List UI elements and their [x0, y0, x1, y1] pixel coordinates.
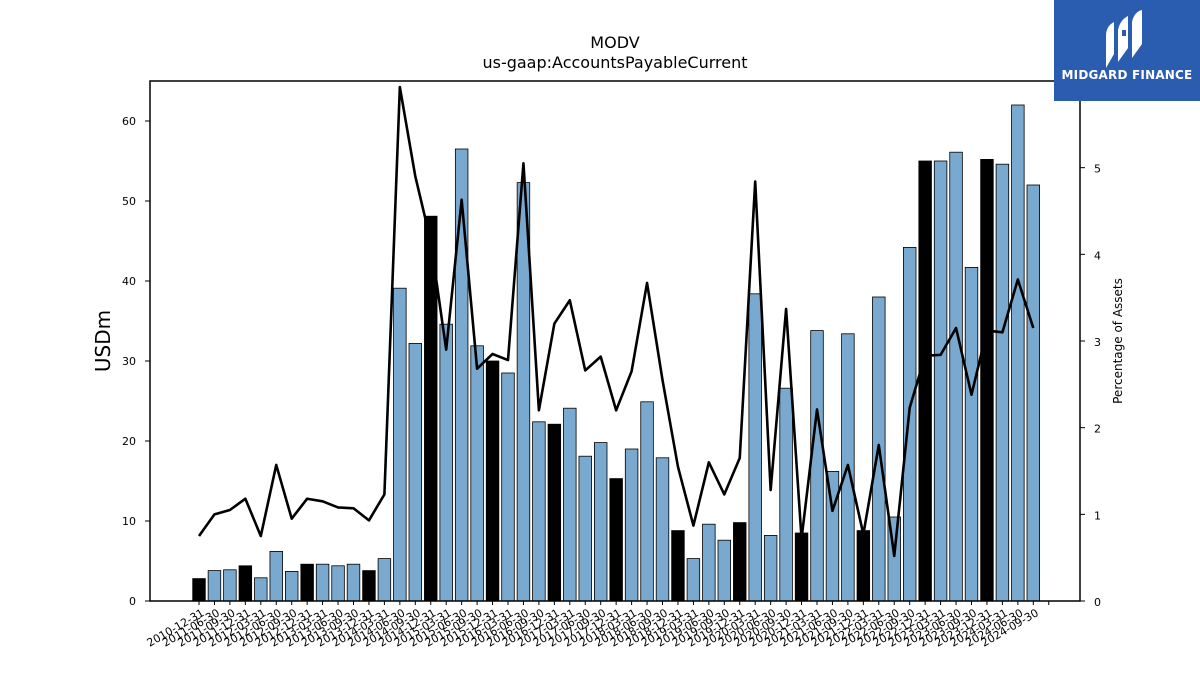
bar-2015-12-31 — [501, 372, 515, 602]
bar-2017-03-31 — [578, 455, 592, 602]
y2-axis-label: Percentage of Assets — [1111, 278, 1125, 404]
bar-2012-06-30 — [284, 571, 299, 602]
bar-2018-03-31 — [640, 401, 654, 602]
bar-2017-12-31 — [624, 448, 639, 602]
bar-2010-12-31 — [192, 578, 206, 602]
bar-2013-06-30 — [346, 563, 361, 602]
bar-2023-09-30 — [980, 158, 994, 602]
bar-2024-06-30 — [1026, 184, 1041, 602]
midgard-m-logo-icon — [1106, 10, 1142, 68]
bar-2016-12-31 — [563, 407, 577, 602]
y2-tick-label: 5 — [1094, 163, 1101, 176]
y-tick-label: 60 — [122, 115, 136, 128]
y-tick-label: 50 — [122, 195, 136, 208]
bar-2022-09-30 — [918, 160, 932, 602]
bar-2015-03-31 — [454, 148, 469, 602]
bar-2020-06-30 — [779, 387, 793, 602]
bar-2019-12-31 — [748, 293, 762, 602]
bar-2019-03-31 — [702, 523, 716, 602]
bar-2019-06-30 — [717, 539, 732, 602]
bar-2018-12-31 — [686, 558, 701, 602]
bar-2022-06-30 — [903, 246, 917, 602]
bar-2012-09-30 — [300, 563, 314, 602]
y-axis-left: 0 10 20 30 40 50 60 — [122, 115, 150, 608]
line-layer — [197, 85, 1035, 558]
bars-layer — [192, 104, 1041, 602]
y-tick-label: 20 — [122, 435, 136, 448]
bar-2012-12-31 — [315, 563, 330, 602]
y-axis-label: USDm — [91, 310, 115, 372]
bar-2016-06-30 — [532, 421, 546, 602]
bar-2020-09-30 — [794, 532, 809, 602]
bar-2020-12-31 — [810, 330, 824, 602]
y2-tick-label: 1 — [1094, 509, 1101, 522]
y-tick-label: 0 — [129, 595, 136, 608]
bar-2017-06-30 — [594, 442, 608, 602]
percentage-of-assets-line — [197, 85, 1035, 558]
bar-2023-06-30 — [964, 266, 979, 602]
bar-2018-09-30 — [671, 530, 685, 602]
x-axis: 2010-12-312011-06-302011-09-302011-12-31… — [145, 601, 1050, 650]
bar-2022-12-31 — [933, 160, 948, 602]
bar-2024-03-31 — [1011, 104, 1025, 602]
bar-2023-03-31 — [949, 151, 963, 602]
bar-2015-09-30 — [485, 360, 500, 602]
bar-2021-03-31 — [825, 470, 840, 602]
bar-2011-09-30 — [238, 565, 253, 602]
bar-2012-03-31 — [269, 551, 283, 602]
bar-2013-09-30 — [362, 570, 376, 602]
chart-title: MODV — [590, 33, 639, 52]
bar-2015-06-30 — [470, 345, 484, 602]
bar-2011-03-31 — [207, 570, 222, 602]
y2-tick-label: 3 — [1094, 336, 1101, 349]
bar-2013-12-31 — [377, 558, 392, 602]
y-tick-label: 10 — [122, 515, 136, 528]
bar-2019-09-30 — [733, 522, 747, 602]
y2-tick-label: 4 — [1094, 249, 1101, 262]
y-axis-right: 0 1 2 3 4 5 — [1080, 163, 1101, 609]
bar-2014-06-30 — [408, 342, 423, 602]
chart-subtitle: us-gaap:AccountsPayableCurrent — [482, 53, 747, 72]
bar-2014-03-31 — [393, 287, 407, 602]
y-tick-label: 30 — [122, 355, 136, 368]
logo-text: MIDGARD FINANCE — [1061, 68, 1193, 82]
bar-2020-03-31 — [763, 535, 778, 602]
bar-2017-09-30 — [609, 478, 623, 602]
bar-2011-06-30 — [223, 569, 237, 602]
bar-2011-12-31 — [254, 577, 268, 602]
bar-2021-09-30 — [856, 530, 871, 602]
midgard-finance-logo: MIDGARD FINANCE — [1054, 0, 1200, 101]
y2-tick-label: 0 — [1094, 596, 1101, 609]
bar-2018-06-30 — [655, 457, 670, 602]
bar-2013-03-31 — [331, 565, 345, 602]
bar-2023-12-31 — [995, 163, 1010, 602]
bar-2016-09-30 — [547, 423, 562, 602]
y-tick-label: 40 — [122, 275, 136, 288]
y2-tick-label: 2 — [1094, 423, 1101, 436]
bar-2014-12-31 — [439, 323, 453, 602]
